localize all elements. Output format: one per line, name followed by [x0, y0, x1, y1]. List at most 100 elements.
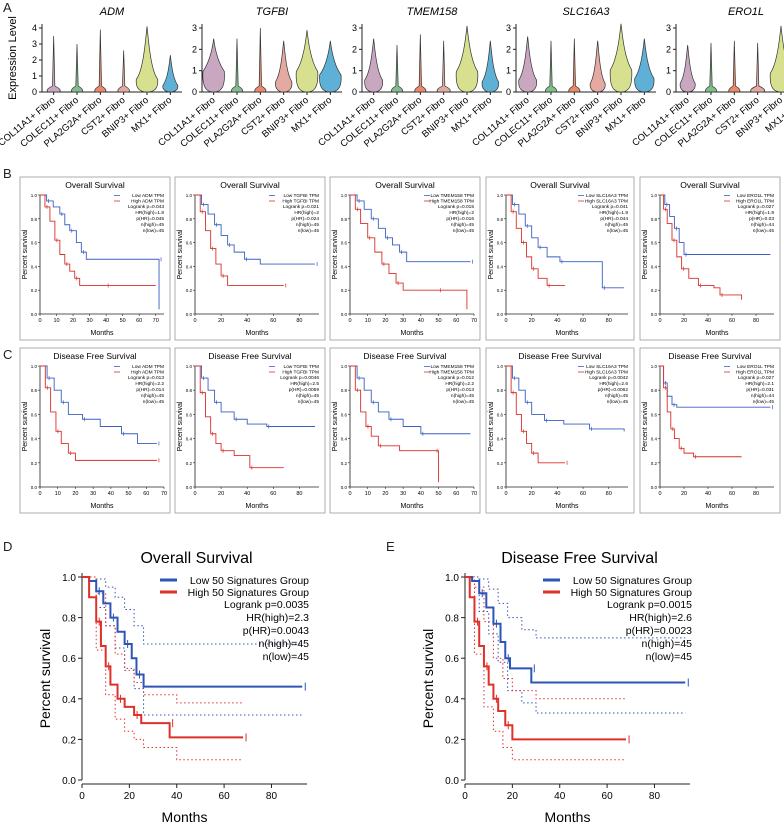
violin-mark: [568, 38, 581, 93]
violin-mark: [94, 29, 107, 93]
x-tick-label: 20: [529, 491, 535, 497]
stat-label: p(HR)=0.013: [446, 387, 474, 393]
x-tick-label: 20: [218, 318, 224, 324]
violin-mark: [436, 40, 451, 93]
y-tick-label: 1: [506, 66, 511, 76]
x-tick-label: 10: [365, 491, 371, 497]
y-tick-label: 0.2: [31, 288, 38, 293]
y-tick-label: 1.0: [651, 193, 658, 198]
km-curve-high: [465, 576, 627, 741]
km-curve-low: [350, 194, 471, 263]
violin-mark: [728, 40, 741, 93]
km-curve-high: [82, 576, 244, 739]
y-axis-label: Percent survival: [642, 229, 649, 279]
x-tick-label: 70: [471, 491, 477, 497]
km-curve-low: [506, 365, 625, 432]
stat-label: Logrank p=0.013: [128, 375, 164, 381]
legend-label: High TMEM158 TPM: [429, 370, 474, 376]
stat-label: HR(high)=2: [449, 210, 474, 216]
y-axis-label: Percent survival: [488, 229, 495, 279]
stat-label: n(low)=45: [607, 399, 629, 405]
stat-label: HR(high)=2.2: [135, 381, 164, 387]
y-tick-label: 0.0: [31, 312, 38, 317]
y-tick-label: 0.4: [651, 264, 658, 269]
x-tick-label: 20: [529, 318, 535, 324]
x-tick-label: 70: [153, 318, 159, 324]
y-axis-label: Percent survival: [22, 401, 29, 451]
x-tick-label: 0: [462, 791, 468, 802]
y-tick-label: 0.6: [186, 241, 193, 246]
x-tick-label: 20: [507, 791, 519, 802]
y-tick-label: 3: [352, 23, 357, 33]
violin-ylabel: Expression Level: [7, 16, 19, 100]
y-tick-label: 0.6: [445, 654, 459, 665]
km-curve-low: [40, 194, 160, 310]
violin-mark: [162, 55, 179, 93]
panel-label-c: C: [3, 347, 13, 362]
stat-label: p(HR)=0.0059: [289, 387, 320, 393]
x-tick-label: 60: [602, 791, 614, 802]
stat-label: p(HR)=0.0043: [243, 625, 309, 637]
stat-label: n(high)=44: [751, 222, 774, 228]
y-tick-label: 0.6: [341, 412, 348, 417]
km-curve-high: [660, 194, 743, 300]
stat-label: n(low)=45: [263, 651, 310, 663]
x-tick-label: 60: [580, 318, 586, 324]
km-curve-high: [506, 365, 566, 464]
km-curve-low: [506, 194, 625, 289]
x-tick-label: 70: [471, 318, 477, 324]
stat-label: n(low)=45: [453, 399, 475, 405]
y-tick-label: 0.4: [497, 264, 504, 269]
y-axis-label: Percent survival: [37, 629, 53, 729]
y-tick-label: 0.2: [651, 288, 658, 293]
y-tick-label: 0.4: [186, 264, 193, 269]
legend-label: High TGFBI TPM: [282, 370, 319, 376]
y-tick-label: 0.2: [497, 288, 504, 293]
y-tick-label: 0.6: [651, 241, 658, 246]
x-tick-label: 40: [103, 318, 109, 324]
y-tick-label: 1: [192, 66, 197, 76]
y-tick-label: 0.0: [651, 312, 658, 317]
violin-mark: [319, 40, 342, 93]
x-tick-label: 10: [53, 318, 59, 324]
x-tick-label: 0: [658, 318, 661, 324]
legend-label: Low SLC16A3 TPM: [586, 193, 628, 199]
x-tick-label: 80: [753, 318, 759, 324]
stat-label: Logrank p=0.0046: [280, 375, 319, 381]
x-tick-label: 20: [681, 491, 687, 497]
y-tick-label: 0.0: [445, 776, 459, 787]
y-tick-label: 1.0: [445, 573, 459, 584]
stat-label: n(low)=45: [143, 399, 165, 405]
stat-label: p(HR)=0.014: [136, 387, 164, 393]
x-tick-label: 60: [729, 318, 735, 324]
violin-mark: [589, 40, 606, 93]
y-tick-label: 0: [352, 87, 357, 97]
x-axis-label: Months: [246, 503, 269, 510]
stat-label: n(low)=45: [298, 228, 320, 234]
y-tick-label: 0.0: [186, 485, 193, 490]
violin-mark: [364, 38, 383, 93]
x-axis-label: Months: [91, 503, 114, 510]
y-tick-label: 0.2: [497, 461, 504, 466]
x-tick-label: 80: [606, 491, 612, 497]
stat-label: Logrank p=0.0035: [224, 599, 309, 611]
km-curve-low: [350, 365, 471, 435]
y-axis-label: Percent survival: [332, 401, 339, 451]
km-panel-b2: Overall Survival 0.0 0.2 0.4 0.6 0.8 1.0 0 20 40 6…: [174, 176, 326, 341]
violin-title: ERO1L: [728, 6, 764, 18]
stat-label: p(HR)=0.024: [291, 216, 319, 222]
x-tick-label: 60: [270, 491, 276, 497]
violin-mark: [117, 50, 130, 93]
km-title: Overall Survival: [65, 180, 125, 190]
y-tick-label: 0.0: [186, 312, 193, 317]
km-title: Disease Free Survival: [668, 351, 751, 361]
y-tick-label: 2: [666, 44, 671, 54]
stat-label: n(low)=45: [753, 399, 775, 405]
stat-label: n(low)=45: [753, 228, 775, 234]
y-tick-label: 0.8: [186, 217, 193, 222]
y-tick-label: 0.0: [341, 312, 348, 317]
x-tick-label: 0: [348, 491, 351, 497]
km-panel-b1: Overall Survival 0.0 0.2 0.4 0.6 0.8 1.0 0 10 20 3…: [19, 176, 171, 341]
stat-label: Logrank p=0.041: [592, 204, 628, 210]
x-tick-label: 10: [55, 491, 61, 497]
